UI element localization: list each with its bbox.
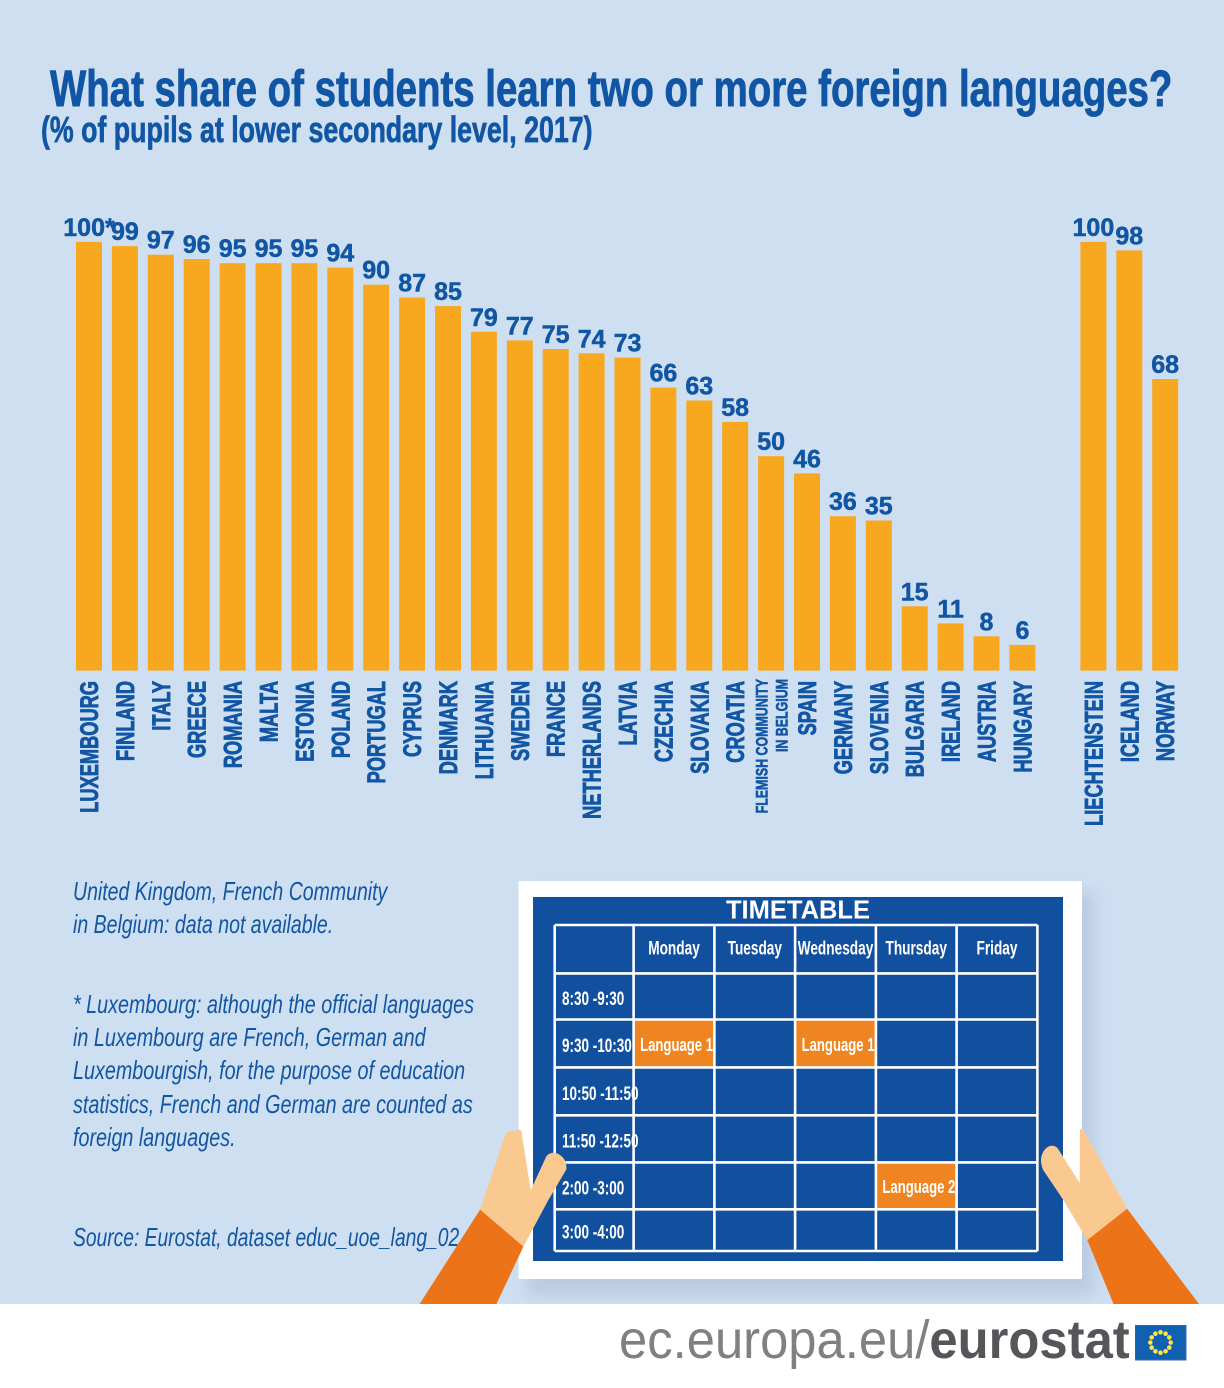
svg-text:LUXEMBOURG: LUXEMBOURG (75, 681, 104, 813)
svg-text:NETHERLANDS: NETHERLANDS (578, 681, 607, 819)
svg-text:2:00 -3:00: 2:00 -3:00 (562, 1178, 624, 1199)
svg-text:Wednesday: Wednesday (798, 937, 874, 959)
svg-text:3:00 -4:00: 3:00 -4:00 (562, 1223, 624, 1244)
svg-text:FINLAND: FINLAND (111, 681, 140, 761)
svg-text:66: 66 (649, 360, 677, 388)
svg-text:TIMETABLE: TIMETABLE (726, 896, 870, 924)
svg-text:90: 90 (362, 257, 390, 285)
svg-text:8:30 -9:30: 8:30 -9:30 (562, 989, 624, 1010)
svg-text:Thursday: Thursday (885, 937, 947, 959)
svg-text:9:30 -10:30: 9:30 -10:30 (562, 1036, 632, 1057)
svg-text:ROMANIA: ROMANIA (219, 681, 248, 768)
svg-text:11:50 -12:50: 11:50 -12:50 (562, 1131, 638, 1152)
svg-text:100: 100 (1073, 214, 1115, 242)
svg-text:BULGARIA: BULGARIA (901, 681, 930, 777)
svg-text:NORWAY: NORWAY (1151, 681, 1180, 761)
svg-text:74: 74 (578, 325, 606, 353)
svg-text:96: 96 (183, 231, 211, 259)
svg-text:98: 98 (1115, 222, 1143, 250)
svg-text:94: 94 (326, 240, 354, 268)
svg-text:SPAIN: SPAIN (793, 681, 822, 735)
svg-text:95: 95 (255, 235, 283, 263)
svg-text:LATVIA: LATVIA (614, 681, 643, 746)
svg-text:SLOVENIA: SLOVENIA (865, 681, 894, 774)
svg-text:Friday: Friday (977, 937, 1018, 959)
svg-text:ICELAND: ICELAND (1115, 681, 1144, 762)
svg-text:58: 58 (721, 394, 749, 422)
svg-text:46: 46 (793, 445, 821, 473)
svg-text:POLAND: POLAND (326, 681, 355, 758)
svg-text:ITALY: ITALY (147, 681, 176, 731)
svg-text:77: 77 (506, 312, 534, 340)
svg-text:ESTONIA: ESTONIA (291, 681, 320, 762)
svg-text:LIECHTENSTEIN: LIECHTENSTEIN (1080, 681, 1109, 826)
svg-text:97: 97 (147, 227, 175, 255)
svg-text:Language 1: Language 1 (640, 1035, 713, 1056)
svg-text:CZECHIA: CZECHIA (650, 681, 679, 762)
svg-text:15: 15 (901, 578, 929, 606)
svg-text:GERMANY: GERMANY (829, 681, 858, 775)
svg-text:SLOVAKIA: SLOVAKIA (685, 681, 714, 774)
svg-text:IN BELGIUM: IN BELGIUM (774, 679, 792, 752)
svg-text:73: 73 (614, 330, 642, 358)
svg-text:SWEDEN: SWEDEN (506, 681, 535, 761)
svg-text:63: 63 (685, 373, 713, 401)
svg-text:Monday: Monday (648, 937, 700, 959)
svg-text:87: 87 (398, 270, 426, 298)
svg-text:85: 85 (434, 278, 462, 306)
svg-text:35: 35 (865, 493, 893, 521)
svg-text:FLEMISH COMMUNITY: FLEMISH COMMUNITY (754, 679, 772, 813)
svg-text:AUSTRIA: AUSTRIA (973, 681, 1002, 762)
svg-text:79: 79 (470, 304, 498, 332)
svg-text:68: 68 (1151, 351, 1179, 379)
svg-text:DENMARK: DENMARK (434, 681, 463, 774)
svg-text:Tuesday: Tuesday (728, 937, 783, 959)
svg-text:CYPRUS: CYPRUS (398, 681, 427, 757)
svg-text:95: 95 (290, 235, 318, 263)
svg-text:GREECE: GREECE (183, 681, 212, 758)
svg-text:99: 99 (111, 218, 139, 246)
svg-text:95: 95 (219, 235, 247, 263)
svg-text:11: 11 (937, 595, 964, 623)
svg-text:50: 50 (757, 428, 785, 456)
svg-text:CROATIA: CROATIA (721, 681, 750, 763)
svg-text:8: 8 (980, 608, 994, 636)
svg-text:IRELAND: IRELAND (937, 681, 966, 762)
svg-text:75: 75 (542, 321, 570, 349)
svg-text:LITHUANIA: LITHUANIA (470, 681, 499, 779)
svg-text:6: 6 (1015, 617, 1029, 645)
svg-text:FRANCE: FRANCE (542, 681, 571, 757)
svg-text:HUNGARY: HUNGARY (1009, 681, 1038, 773)
svg-text:Language 2: Language 2 (882, 1177, 955, 1198)
svg-text:PORTUGAL: PORTUGAL (362, 681, 391, 783)
svg-text:36: 36 (829, 488, 857, 516)
svg-text:Language 1: Language 1 (802, 1035, 875, 1056)
svg-text:MALTA: MALTA (255, 681, 284, 742)
svg-text:100*: 100* (63, 214, 115, 242)
svg-text:10:50 -11:50: 10:50 -11:50 (562, 1084, 638, 1105)
